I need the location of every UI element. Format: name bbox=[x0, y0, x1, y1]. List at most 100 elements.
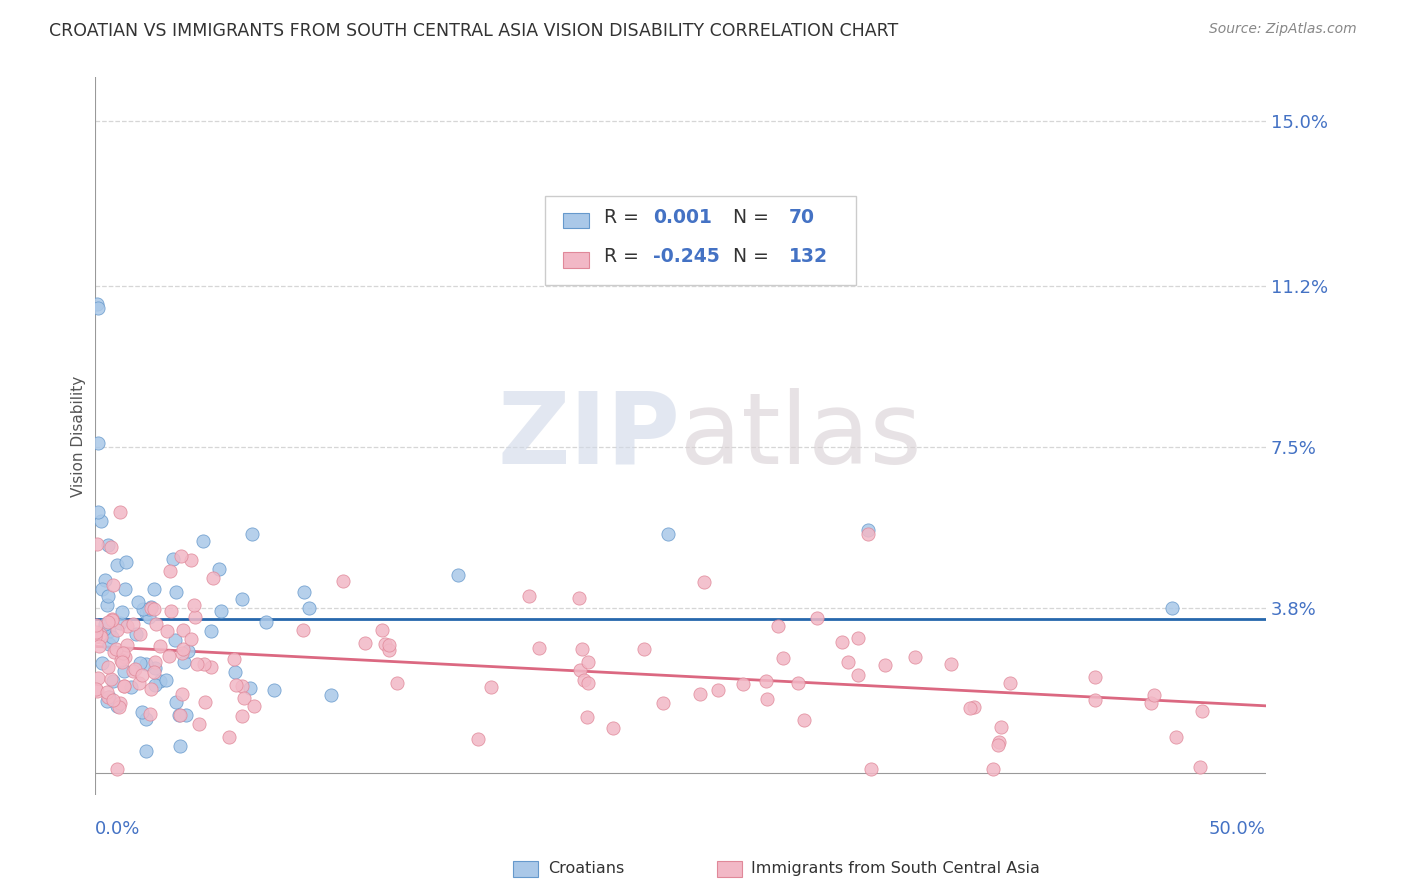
Point bbox=[94, 574, 117, 588]
Point bbox=[163, 633, 186, 648]
Point bbox=[114, 650, 136, 665]
Point bbox=[97, 690, 120, 704]
Point bbox=[292, 623, 315, 637]
Point bbox=[98, 624, 121, 638]
Point bbox=[121, 617, 143, 632]
Point bbox=[239, 681, 262, 695]
Text: N =: N = bbox=[721, 208, 775, 227]
Point bbox=[172, 687, 194, 701]
Point bbox=[103, 645, 125, 659]
Point bbox=[107, 762, 129, 776]
Point bbox=[231, 592, 253, 607]
Point bbox=[479, 680, 502, 694]
Point bbox=[846, 668, 869, 682]
Point bbox=[162, 551, 184, 566]
Point bbox=[114, 582, 136, 596]
Point bbox=[527, 640, 550, 655]
Point bbox=[187, 717, 209, 731]
Point bbox=[571, 642, 593, 657]
Point bbox=[755, 674, 778, 689]
Point bbox=[139, 706, 162, 721]
Point bbox=[132, 601, 155, 615]
Text: R =: R = bbox=[605, 208, 645, 227]
Point bbox=[173, 655, 195, 669]
Point bbox=[105, 624, 128, 638]
Point bbox=[200, 624, 222, 639]
Point bbox=[224, 665, 246, 680]
Point bbox=[172, 646, 194, 660]
Point bbox=[97, 538, 120, 552]
Text: R =: R = bbox=[605, 247, 645, 267]
Point bbox=[298, 600, 321, 615]
Point bbox=[143, 661, 166, 675]
Point bbox=[86, 618, 108, 632]
Point bbox=[941, 657, 963, 671]
Point bbox=[105, 558, 128, 573]
Point bbox=[155, 673, 177, 687]
Point bbox=[103, 692, 125, 706]
Point bbox=[100, 672, 122, 686]
Point bbox=[837, 655, 859, 669]
Point bbox=[292, 584, 315, 599]
Point bbox=[159, 604, 181, 618]
Point bbox=[756, 692, 779, 706]
Point bbox=[90, 630, 112, 644]
Text: 0.001: 0.001 bbox=[654, 208, 711, 227]
Point bbox=[93, 623, 115, 637]
Point bbox=[97, 589, 120, 603]
Point bbox=[1191, 704, 1213, 718]
Point bbox=[112, 664, 135, 678]
Point bbox=[101, 613, 124, 627]
Point bbox=[378, 638, 401, 652]
Text: CROATIAN VS IMMIGRANTS FROM SOUTH CENTRAL ASIA VISION DISABILITY CORRELATION CHA: CROATIAN VS IMMIGRANTS FROM SOUTH CENTRA… bbox=[49, 22, 898, 40]
Point bbox=[193, 657, 215, 671]
Point bbox=[467, 732, 489, 747]
Point bbox=[97, 637, 120, 651]
Point bbox=[159, 564, 181, 578]
Point bbox=[100, 540, 122, 554]
Point bbox=[1084, 693, 1107, 707]
Point bbox=[112, 646, 135, 660]
Point bbox=[321, 688, 343, 702]
Point bbox=[84, 630, 107, 644]
Point bbox=[987, 738, 1010, 752]
Point bbox=[1189, 760, 1212, 774]
Point bbox=[517, 589, 540, 603]
Point bbox=[97, 660, 120, 674]
Point bbox=[180, 553, 202, 567]
Point bbox=[149, 639, 172, 653]
Point bbox=[128, 676, 150, 690]
Point bbox=[846, 631, 869, 645]
Point bbox=[787, 676, 810, 690]
Point bbox=[108, 699, 131, 714]
Point bbox=[575, 709, 598, 723]
Point bbox=[232, 691, 254, 706]
Point bbox=[856, 523, 879, 537]
Point bbox=[143, 655, 166, 669]
Point bbox=[98, 690, 121, 705]
Point bbox=[183, 609, 205, 624]
Point bbox=[104, 642, 127, 657]
Text: ZIP: ZIP bbox=[498, 388, 681, 484]
Point bbox=[90, 656, 112, 670]
Point bbox=[602, 722, 624, 736]
Point bbox=[385, 676, 408, 690]
Point bbox=[131, 668, 153, 682]
Point bbox=[177, 644, 200, 658]
Text: 70: 70 bbox=[789, 208, 815, 227]
Point bbox=[110, 615, 132, 630]
Point bbox=[120, 680, 142, 694]
Point bbox=[170, 549, 193, 564]
Point bbox=[101, 630, 124, 644]
Point bbox=[112, 679, 135, 693]
Point bbox=[86, 301, 108, 315]
Point bbox=[568, 591, 591, 605]
Point bbox=[378, 643, 401, 657]
Point bbox=[447, 568, 470, 582]
Point bbox=[652, 696, 675, 710]
Point bbox=[100, 611, 122, 625]
Point bbox=[633, 641, 655, 656]
FancyBboxPatch shape bbox=[562, 212, 589, 228]
Point bbox=[243, 699, 266, 714]
Point bbox=[105, 699, 128, 714]
